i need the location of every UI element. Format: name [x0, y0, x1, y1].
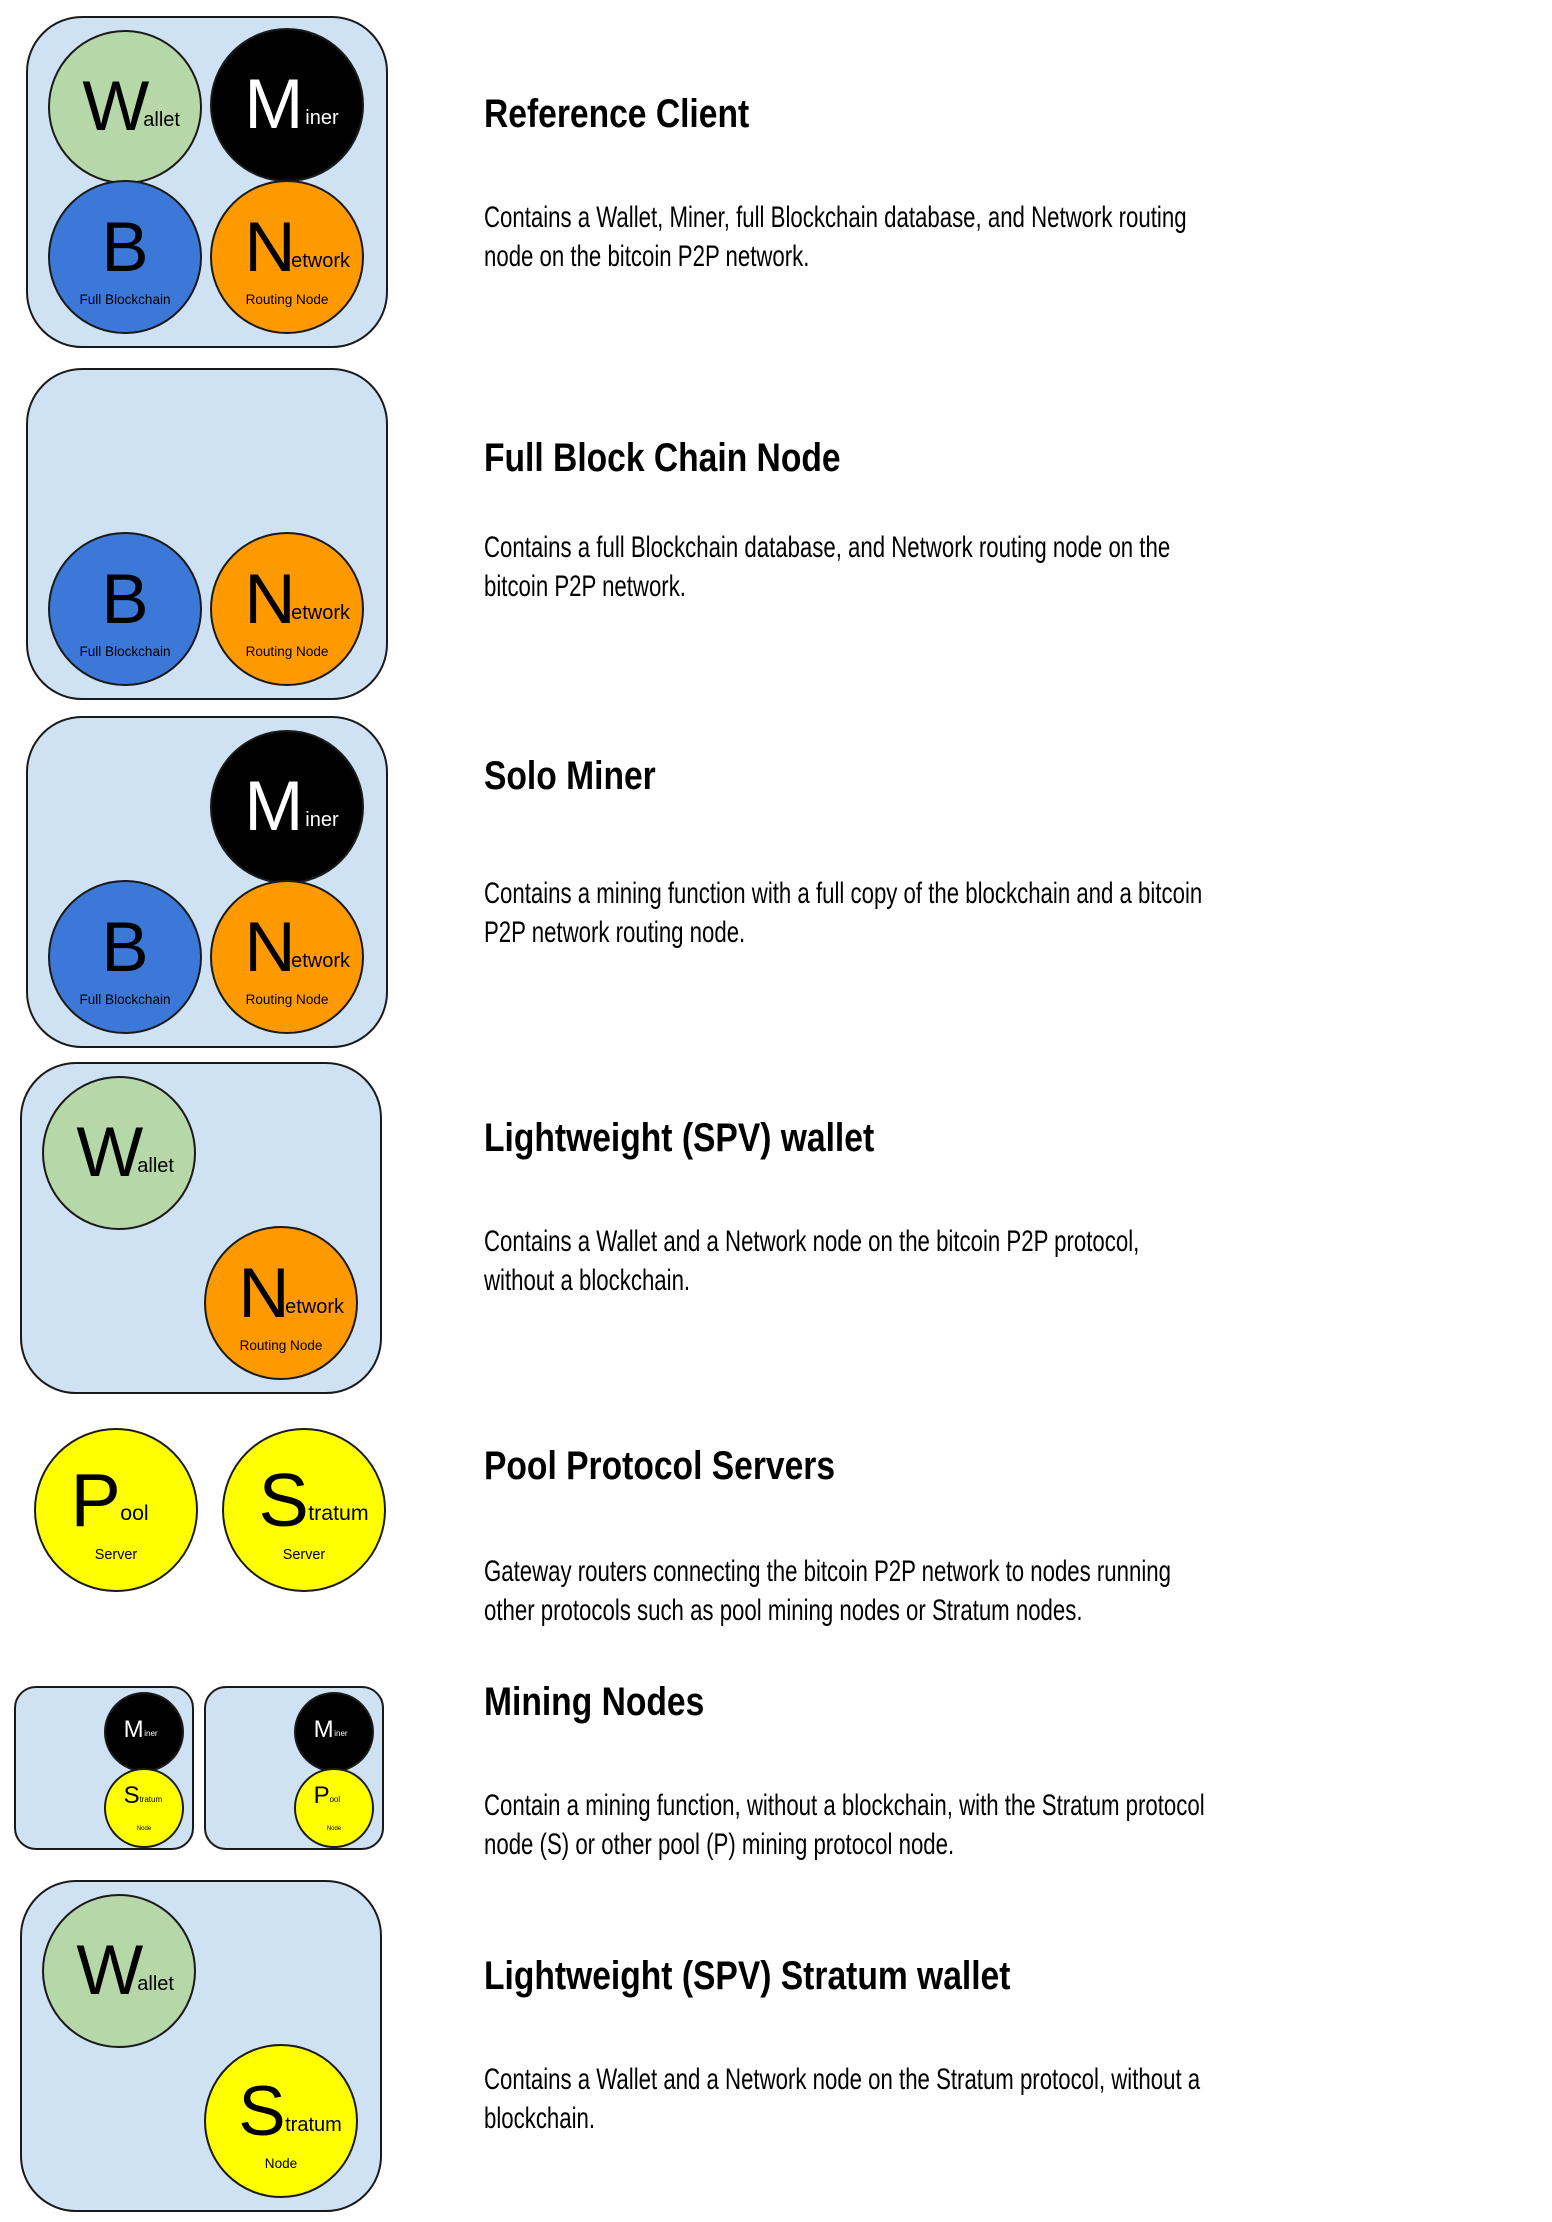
node-initial-suffix: allet — [137, 1155, 174, 1178]
node-sublabel: Routing Node — [239, 1337, 323, 1353]
node-sublabel: Full Blockchain — [79, 643, 171, 659]
description-line: Contains a Wallet and a Network node on … — [484, 2063, 1201, 2096]
blockchain-node: B Full Blockchain — [48, 180, 202, 334]
row-title: Lightweight (SPV) Stratum wallet — [484, 1954, 1011, 1998]
node-initial-suffix: etwork — [285, 1295, 345, 1318]
node-sublabel: Server — [94, 1547, 138, 1564]
node-initial: N — [244, 559, 296, 639]
node-initial: S — [258, 1457, 309, 1542]
blockchain-node: B Full Blockchain — [48, 880, 202, 1034]
node-initial-suffix: allet — [143, 109, 180, 132]
description-line: node (S) or other pool (P) mining protoc… — [484, 1828, 955, 1861]
row-description: Contains a Wallet and a Network node on … — [484, 1222, 1239, 1300]
node-initial-suffix: iner — [334, 1728, 348, 1738]
node-initial: N — [244, 207, 296, 287]
node-initial-suffix: iner — [305, 809, 339, 832]
description-line: blockchain. — [484, 2102, 596, 2135]
node-initial: P — [313, 1782, 330, 1810]
node-initial: W — [82, 67, 150, 147]
row-description: Contain a mining function, without a blo… — [484, 1786, 1239, 1864]
description-line: Contains a mining function with a full c… — [484, 877, 1203, 910]
description-line: Contains a full Blockchain database, and… — [484, 531, 1171, 564]
node-sublabel: Routing Node — [245, 991, 329, 1007]
node-initial-suffix: iner — [305, 107, 339, 130]
description-line: P2P network routing node. — [484, 916, 746, 949]
node-initial-suffix: etwork — [291, 949, 351, 972]
node-initial: S — [238, 2071, 286, 2151]
row-description: Contains a mining function with a full c… — [484, 874, 1239, 952]
node-initial: N — [244, 907, 296, 987]
description-line: Contains a Wallet, Miner, full Blockchai… — [484, 201, 1187, 234]
node-initial: M — [244, 65, 304, 145]
description-line: Contain a mining function, without a blo… — [484, 1789, 1205, 1822]
node-sublabel: Routing Node — [245, 643, 329, 659]
description-line: Contains a Wallet and a Network node on … — [484, 1225, 1140, 1258]
description-line: bitcoin P2P network. — [484, 570, 686, 603]
node-initial-suffix: tratum — [308, 1501, 369, 1526]
node-initial-suffix: tratum — [139, 1795, 163, 1805]
node-initial-suffix: ool — [329, 1795, 341, 1805]
node-initial-suffix: etwork — [291, 601, 351, 624]
node-initial: B — [101, 207, 149, 287]
node-initial: M — [313, 1716, 334, 1743]
node-sublabel: Node — [136, 1826, 152, 1832]
node-initial-suffix: iner — [144, 1728, 158, 1738]
node-initial: W — [76, 1113, 144, 1193]
node-initial: S — [123, 1782, 140, 1810]
description-line: Gateway routers connecting the bitcoin P… — [484, 1555, 1171, 1588]
row-title: Solo Miner — [484, 754, 656, 798]
row-description: Contains a Wallet, Miner, full Blockchai… — [484, 198, 1239, 276]
node-sublabel: Full Blockchain — [79, 991, 171, 1007]
node-initial: B — [101, 559, 149, 639]
node-sublabel: Full Blockchain — [79, 291, 171, 307]
row-title: Mining Nodes — [484, 1680, 705, 1724]
node-sublabel: Node — [264, 2155, 298, 2171]
node-sublabel: Routing Node — [245, 291, 329, 307]
node-initial: N — [238, 1253, 290, 1333]
description-line: other protocols such as pool mining node… — [484, 1594, 1083, 1627]
row-description: Gateway routers connecting the bitcoin P… — [484, 1552, 1239, 1630]
node-initial-suffix: ool — [120, 1501, 149, 1526]
node-initial: W — [76, 1931, 144, 2011]
row-description: Contains a Wallet and a Network node on … — [484, 2060, 1239, 2138]
node-initial-suffix: allet — [137, 1973, 174, 1996]
node-initial: B — [101, 907, 149, 987]
node-sublabel: Server — [282, 1547, 326, 1564]
node-initial: M — [244, 767, 304, 847]
description-line: node on the bitcoin P2P network. — [484, 240, 810, 273]
row-title: Full Block Chain Node — [484, 436, 841, 480]
row-title: Lightweight (SPV) wallet — [484, 1116, 875, 1160]
row-description: Contains a full Blockchain database, and… — [484, 528, 1239, 606]
node-initial: P — [70, 1457, 121, 1542]
node-initial-suffix: etwork — [291, 249, 351, 272]
node-initial: M — [123, 1716, 144, 1743]
node-sublabel: Node — [326, 1826, 342, 1832]
node-initial-suffix: tratum — [285, 2113, 342, 2136]
description-line: without a blockchain. — [484, 1264, 691, 1297]
blockchain-node: B Full Blockchain — [48, 532, 202, 686]
row-title: Reference Client — [484, 92, 750, 136]
row-title: Pool Protocol Servers — [484, 1444, 836, 1488]
